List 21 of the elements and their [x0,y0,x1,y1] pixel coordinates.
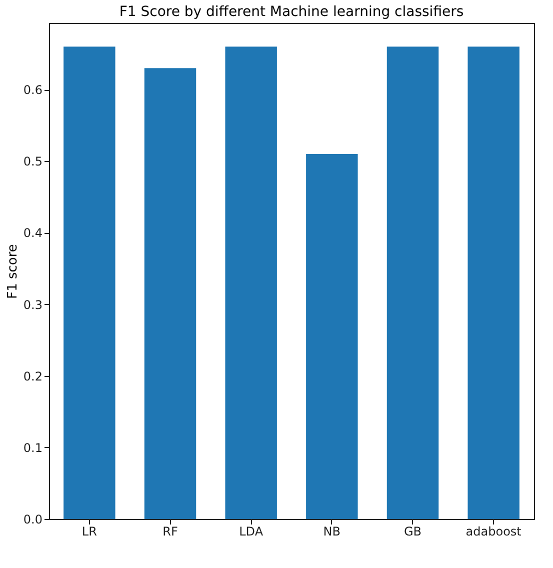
bar [468,46,520,519]
bar [306,154,358,519]
bar [64,46,116,519]
y-tick-label: 0.6 [23,83,42,98]
x-tick-label: NB [323,524,341,538]
y-tick-label: 0.5 [23,154,42,169]
y-tick-label: 0.4 [23,226,42,240]
y-tick-label: 0.2 [23,369,42,384]
x-tick-label: LR [82,524,97,538]
y-axis-title: F1 score [5,244,20,299]
x-tick-label: RF [162,524,178,538]
y-tick-label: 0.0 [23,512,42,526]
bar [225,46,277,519]
y-tick-label: 0.3 [23,298,42,312]
x-tick-label: adaboost [466,524,522,538]
bar [144,68,196,519]
x-tick-label: LDA [239,524,264,538]
bar [386,46,439,519]
x-tick-label: GB [404,524,422,538]
chart-title: F1 Score by different Machine learning classifiers [119,4,464,20]
y-tick-label: 0.1 [23,440,42,455]
